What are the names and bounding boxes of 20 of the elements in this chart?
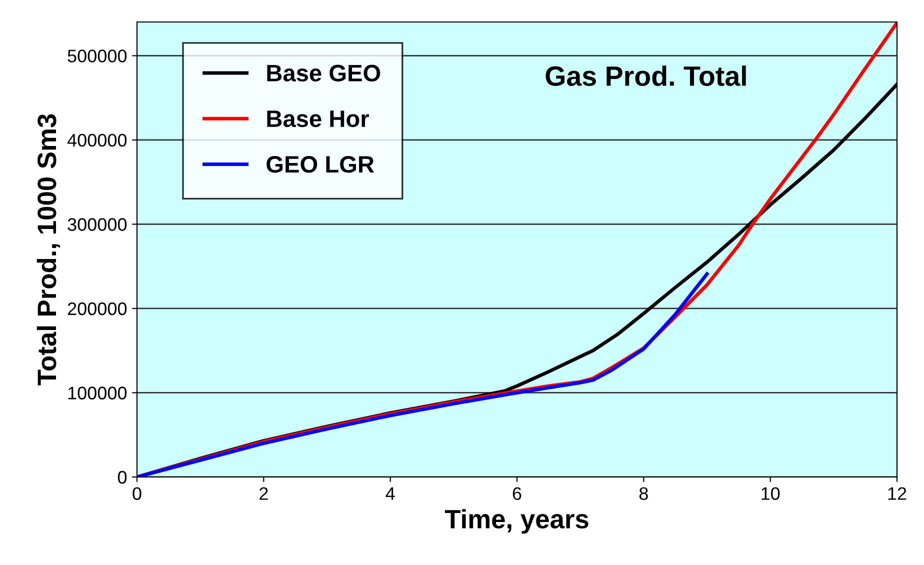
y-tick-label: 0 <box>118 470 127 484</box>
x-tick-label: 10 <box>762 487 780 500</box>
legend-label: GEO LGR <box>266 156 374 173</box>
y-tick-label: 100000 <box>68 386 127 400</box>
line-series <box>137 272 709 477</box>
x-tick-label: 2 <box>260 487 268 500</box>
text: Gas Prod. Total <box>546 66 746 86</box>
legend-label: Base Hor <box>267 110 369 128</box>
y-tick-label: 200000 <box>68 302 127 316</box>
y-tick-label: 400000 <box>67 134 127 147</box>
x-axis-title: Time, years <box>444 509 588 534</box>
x-tick-label: 4 <box>386 487 395 500</box>
x-tick-label: 8 <box>639 487 648 500</box>
x-tick-label: 6 <box>512 487 522 500</box>
x-tick-label: 12 <box>888 487 906 500</box>
x-tick-label: 0 <box>132 487 142 500</box>
legend-label: Base GEO <box>267 64 380 82</box>
y-axis-title: Total Prod., 1000 Sm3 <box>36 114 60 386</box>
y-tick-label: 500000 <box>68 50 127 62</box>
y-tick-label: 300000 <box>68 218 127 231</box>
